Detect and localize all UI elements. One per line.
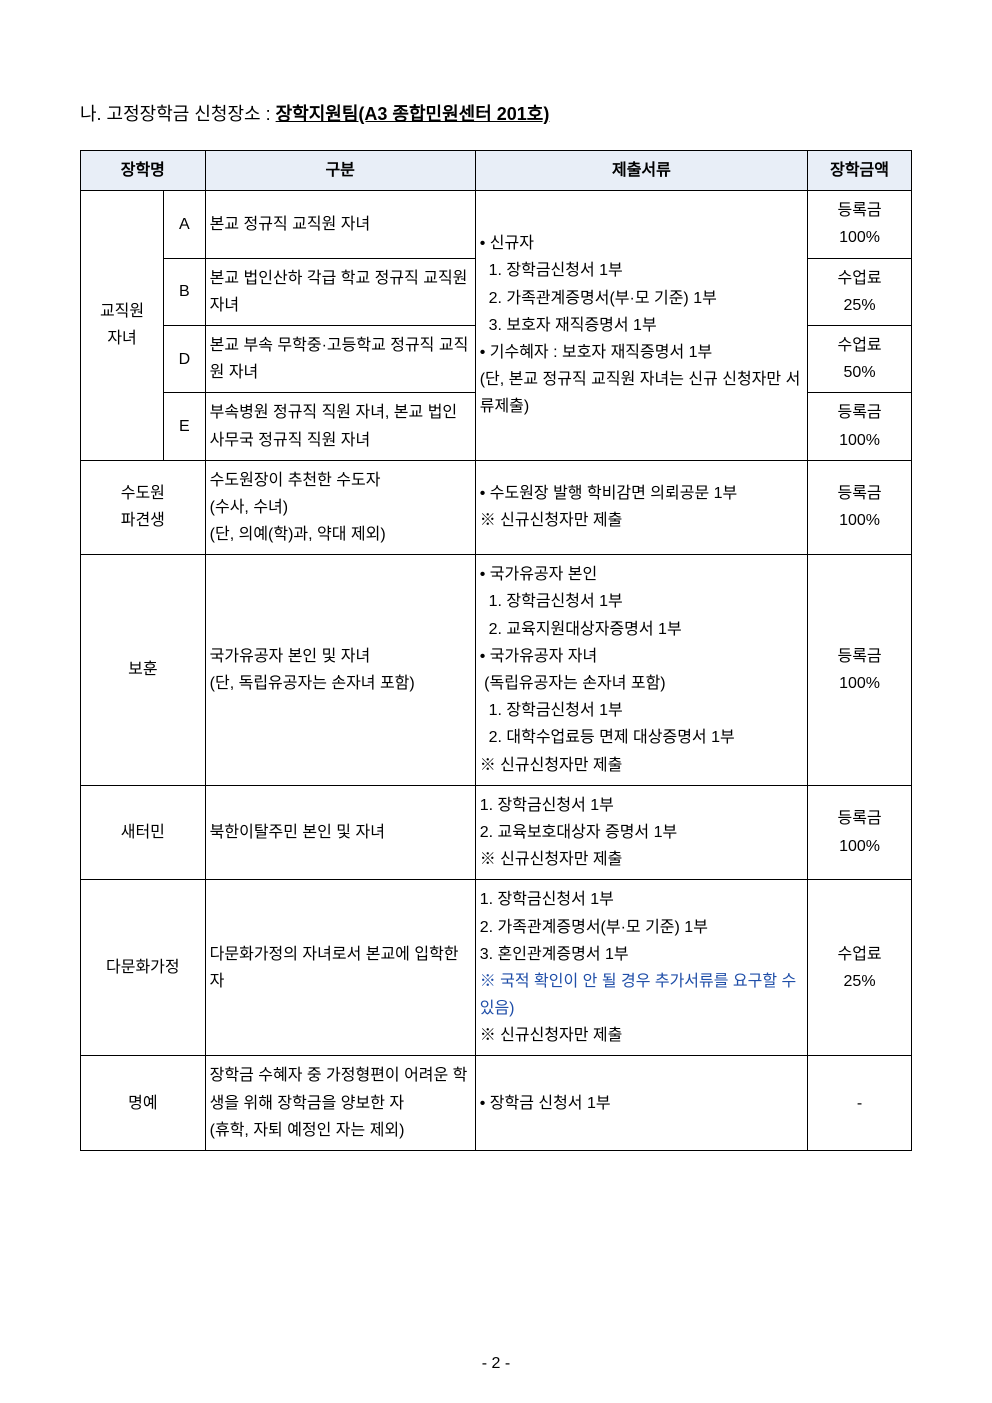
th-name: 장학명 xyxy=(81,151,206,191)
cell-staff-docs: • 신규자 1. 장학금신청서 1부 2. 가족관계증명서(부·모 기준) 1부… xyxy=(475,191,807,461)
cell-staff-a-sub: A xyxy=(164,191,206,258)
row-nk: 새터민 북한이탈주민 본인 및 자녀 1. 장학금신청서 1부2. 교육보호대상… xyxy=(81,785,912,880)
row-staff-a: 교직원자녀 A 본교 정규직 교직원 자녀 • 신규자 1. 장학금신청서 1부… xyxy=(81,191,912,258)
multi-docs-note: ※ 국적 확인이 안 될 경우 추가서류를 요구할 수 있음) xyxy=(480,973,797,1017)
cell-staff-a-desc: 본교 정규직 교직원 자녀 xyxy=(205,191,475,258)
cell-honor-desc: 장학금 수혜자 중 가정형편이 어려운 학생을 위해 장학금을 양보한 자(휴학… xyxy=(205,1056,475,1151)
cell-monk-desc: 수도원장이 추천한 수도자(수사, 수녀)(단, 의예(학)과, 약대 제외) xyxy=(205,460,475,555)
cell-multi-name: 다문화가정 xyxy=(81,880,206,1056)
cell-staff-d-amt: 수업료50% xyxy=(808,325,912,392)
cell-monk-amt: 등록금100% xyxy=(808,460,912,555)
section-title: 나. 고정장학금 신청장소 : 장학지원팀(A3 종합민원센터 201호) xyxy=(80,100,912,126)
cell-staff-e-amt: 등록금100% xyxy=(808,393,912,460)
cell-honor-docs: • 장학금 신청서 1부 xyxy=(475,1056,807,1151)
title-prefix: 나. 고정장학금 신청장소 : xyxy=(80,104,276,124)
cell-staff-b-desc: 본교 법인산하 각급 학교 정규직 교직원 자녀 xyxy=(205,258,475,325)
page-number: - 2 - xyxy=(0,1355,992,1373)
multi-docs-lines: 1. 장학금신청서 1부2. 가족관계증명서(부·모 기준) 1부3. 혼인관계… xyxy=(480,891,708,962)
cell-vet-name: 보훈 xyxy=(81,555,206,786)
cell-staff-e-desc: 부속병원 정규직 직원 자녀, 본교 법인사무국 정규직 직원 자녀 xyxy=(205,393,475,460)
row-multi: 다문화가정 다문화가정의 자녀로서 본교에 입학한 자 1. 장학금신청서 1부… xyxy=(81,880,912,1056)
cell-nk-amt: 등록금100% xyxy=(808,785,912,880)
cell-nk-desc: 북한이탈주민 본인 및 자녀 xyxy=(205,785,475,880)
scholarship-table: 장학명 구분 제출서류 장학금액 교직원자녀 A 본교 정규직 교직원 자녀 •… xyxy=(80,150,912,1151)
cell-staff-b-amt: 수업료25% xyxy=(808,258,912,325)
cell-nk-name: 새터민 xyxy=(81,785,206,880)
cell-multi-amt: 수업료25% xyxy=(808,880,912,1056)
cell-vet-desc: 국가유공자 본인 및 자녀(단, 독립유공자는 손자녀 포함) xyxy=(205,555,475,786)
cell-staff-b-sub: B xyxy=(164,258,206,325)
page: 나. 고정장학금 신청장소 : 장학지원팀(A3 종합민원센터 201호) 장학… xyxy=(0,0,992,1403)
cell-multi-docs: 1. 장학금신청서 1부2. 가족관계증명서(부·모 기준) 1부3. 혼인관계… xyxy=(475,880,807,1056)
cell-staff-e-sub: E xyxy=(164,393,206,460)
cell-multi-desc: 다문화가정의 자녀로서 본교에 입학한 자 xyxy=(205,880,475,1056)
cell-honor-name: 명예 xyxy=(81,1056,206,1151)
cell-staff-a-amt: 등록금100% xyxy=(808,191,912,258)
row-veteran: 보훈 국가유공자 본인 및 자녀(단, 독립유공자는 손자녀 포함) • 국가유… xyxy=(81,555,912,786)
th-category: 구분 xyxy=(205,151,475,191)
multi-docs-tail: ※ 신규신청자만 제출 xyxy=(480,1027,623,1044)
row-honor: 명예 장학금 수혜자 중 가정형편이 어려운 학생을 위해 장학금을 양보한 자… xyxy=(81,1056,912,1151)
cell-staff-d-desc: 본교 부속 무학중·고등학교 정규직 교직원 자녀 xyxy=(205,325,475,392)
cell-staff-group: 교직원자녀 xyxy=(81,191,164,461)
cell-staff-d-sub: D xyxy=(164,325,206,392)
cell-monk-docs: • 수도원장 발행 학비감면 의뢰공문 1부※ 신규신청자만 제출 xyxy=(475,460,807,555)
title-location: 장학지원팀(A3 종합민원센터 201호) xyxy=(276,104,550,124)
row-monk: 수도원파견생 수도원장이 추천한 수도자(수사, 수녀)(단, 의예(학)과, … xyxy=(81,460,912,555)
cell-vet-docs: • 국가유공자 본인 1. 장학금신청서 1부 2. 교육지원대상자증명서 1부… xyxy=(475,555,807,786)
cell-nk-docs: 1. 장학금신청서 1부2. 교육보호대상자 증명서 1부※ 신규신청자만 제출 xyxy=(475,785,807,880)
cell-vet-amt: 등록금100% xyxy=(808,555,912,786)
th-docs: 제출서류 xyxy=(475,151,807,191)
table-header-row: 장학명 구분 제출서류 장학금액 xyxy=(81,151,912,191)
cell-monk-name: 수도원파견생 xyxy=(81,460,206,555)
cell-honor-amt: - xyxy=(808,1056,912,1151)
th-amount: 장학금액 xyxy=(808,151,912,191)
